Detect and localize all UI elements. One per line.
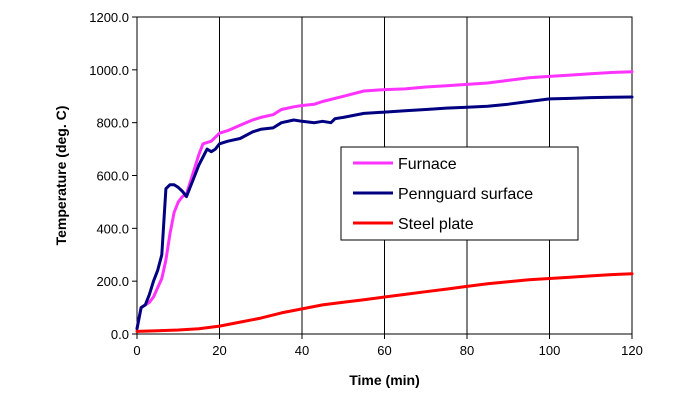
- y-tick-label: 1000.0: [89, 63, 129, 78]
- x-tick-label: 80: [460, 343, 474, 358]
- series-line-furnace: [135, 70, 634, 331]
- series-line-steel-plate: [135, 272, 634, 333]
- legend: Furnace Pennguard surface Steel plate: [340, 146, 579, 241]
- y-axis-title: Temperature (deg. C): [53, 106, 69, 246]
- series-layer: [135, 70, 634, 333]
- y-tick-label: 400.0: [96, 221, 129, 236]
- legend-label-steel-plate: Steel plate: [398, 216, 474, 233]
- x-axis-title: Time (min): [349, 372, 420, 388]
- legend-label-furnace: Furnace: [398, 156, 457, 173]
- y-tick-label: 0.0: [111, 327, 129, 342]
- x-tick-label: 0: [133, 343, 140, 358]
- y-tick-label: 800.0: [96, 116, 129, 131]
- x-tick-label: 20: [212, 343, 226, 358]
- y-tick-label: 600.0: [96, 169, 129, 184]
- x-tick-label: 60: [377, 343, 391, 358]
- x-tick-label: 120: [621, 343, 643, 358]
- legend-label-pennguard-surface: Pennguard surface: [398, 186, 533, 203]
- series-line-pennguard-surface: [135, 95, 634, 331]
- tick-layer: 0 20 40 60 80 100 1200.0200.0400.0600.0800.010…: [89, 10, 643, 358]
- x-tick-label: 100: [539, 343, 561, 358]
- y-tick-label: 1200.0: [89, 10, 129, 25]
- x-tick-label: 40: [295, 343, 309, 358]
- legend-items: Furnace Pennguard surface Steel plate: [353, 156, 533, 233]
- y-tick-label: 200.0: [96, 274, 129, 289]
